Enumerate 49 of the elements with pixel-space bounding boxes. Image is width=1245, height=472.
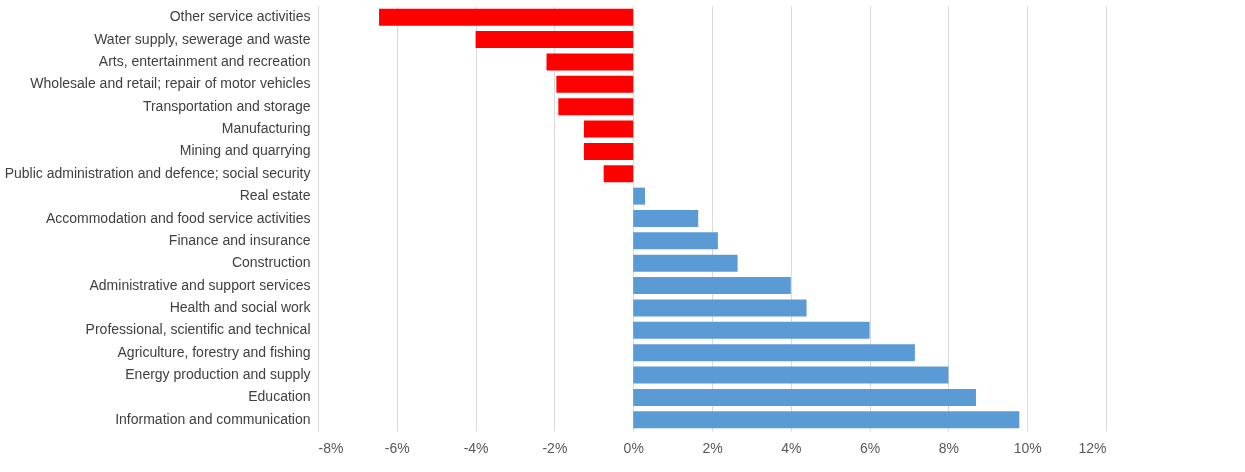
bar	[633, 232, 718, 250]
bar	[633, 210, 699, 227]
y-tick-label: Health and social work	[169, 298, 312, 315]
y-tick-label: Other service activities	[169, 8, 311, 25]
x-tick-label: 6%	[859, 439, 881, 456]
bar	[633, 344, 915, 362]
bar	[603, 165, 634, 183]
y-tick-label: Energy production and supply	[125, 366, 311, 383]
bar	[583, 120, 634, 138]
x-tick-label: 2%	[702, 439, 723, 456]
y-tick-label: Information and communication	[115, 410, 311, 427]
x-tick-label: -6%	[384, 439, 410, 456]
y-tick-label: Arts, entertainment and recreation	[98, 52, 311, 69]
y-tick-label: Public administration and defence; social security	[4, 164, 311, 181]
bar	[633, 411, 1020, 429]
y-tick-label: Finance and insurance	[168, 231, 311, 248]
bar	[633, 187, 646, 205]
bar	[379, 8, 634, 26]
bar	[583, 142, 634, 160]
x-tick-label: -4%	[463, 439, 489, 456]
bar	[633, 388, 976, 406]
x-tick-label: 8%	[938, 439, 960, 456]
y-tick-label: Mining and quarrying	[179, 142, 311, 159]
bar	[633, 366, 949, 384]
y-tick-label: Water supply, sewerage and waste	[94, 30, 311, 47]
bar	[633, 299, 807, 317]
bar	[633, 254, 738, 272]
x-tick-label: -2%	[542, 439, 568, 456]
y-tick-label: Education	[248, 388, 311, 405]
bar	[558, 98, 634, 116]
x-tick-label: -8%	[318, 439, 344, 456]
y-tick-label: Wholesale and retail; repair of motor vehicles	[30, 75, 311, 92]
x-tick-label: 4%	[781, 439, 802, 456]
y-tick-label: Manufacturing	[221, 120, 311, 137]
x-tick-label: 12%	[1078, 439, 1107, 456]
y-tick-label: Administrative and support services	[89, 276, 311, 293]
y-tick-label: Construction	[231, 254, 311, 271]
bar	[546, 53, 634, 71]
y-tick-label: Accommodation and food service activities	[45, 209, 311, 226]
bar	[556, 75, 634, 93]
y-tick-label: Professional, scientific and technical	[85, 321, 311, 338]
y-tick-label: Agriculture, forestry and fishing	[117, 343, 311, 360]
y-tick-label: Real estate	[239, 187, 311, 204]
bar	[475, 31, 634, 49]
bar	[633, 321, 870, 339]
y-tick-label: Transportation and storage	[142, 97, 311, 114]
bar	[633, 277, 791, 295]
x-tick-label: 0%	[623, 439, 644, 456]
x-tick-label: 10%	[1013, 439, 1042, 456]
